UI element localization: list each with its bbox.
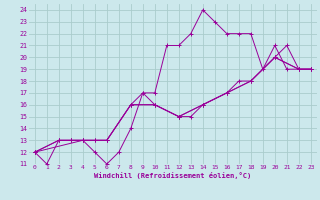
X-axis label: Windchill (Refroidissement éolien,°C): Windchill (Refroidissement éolien,°C) bbox=[94, 172, 252, 179]
